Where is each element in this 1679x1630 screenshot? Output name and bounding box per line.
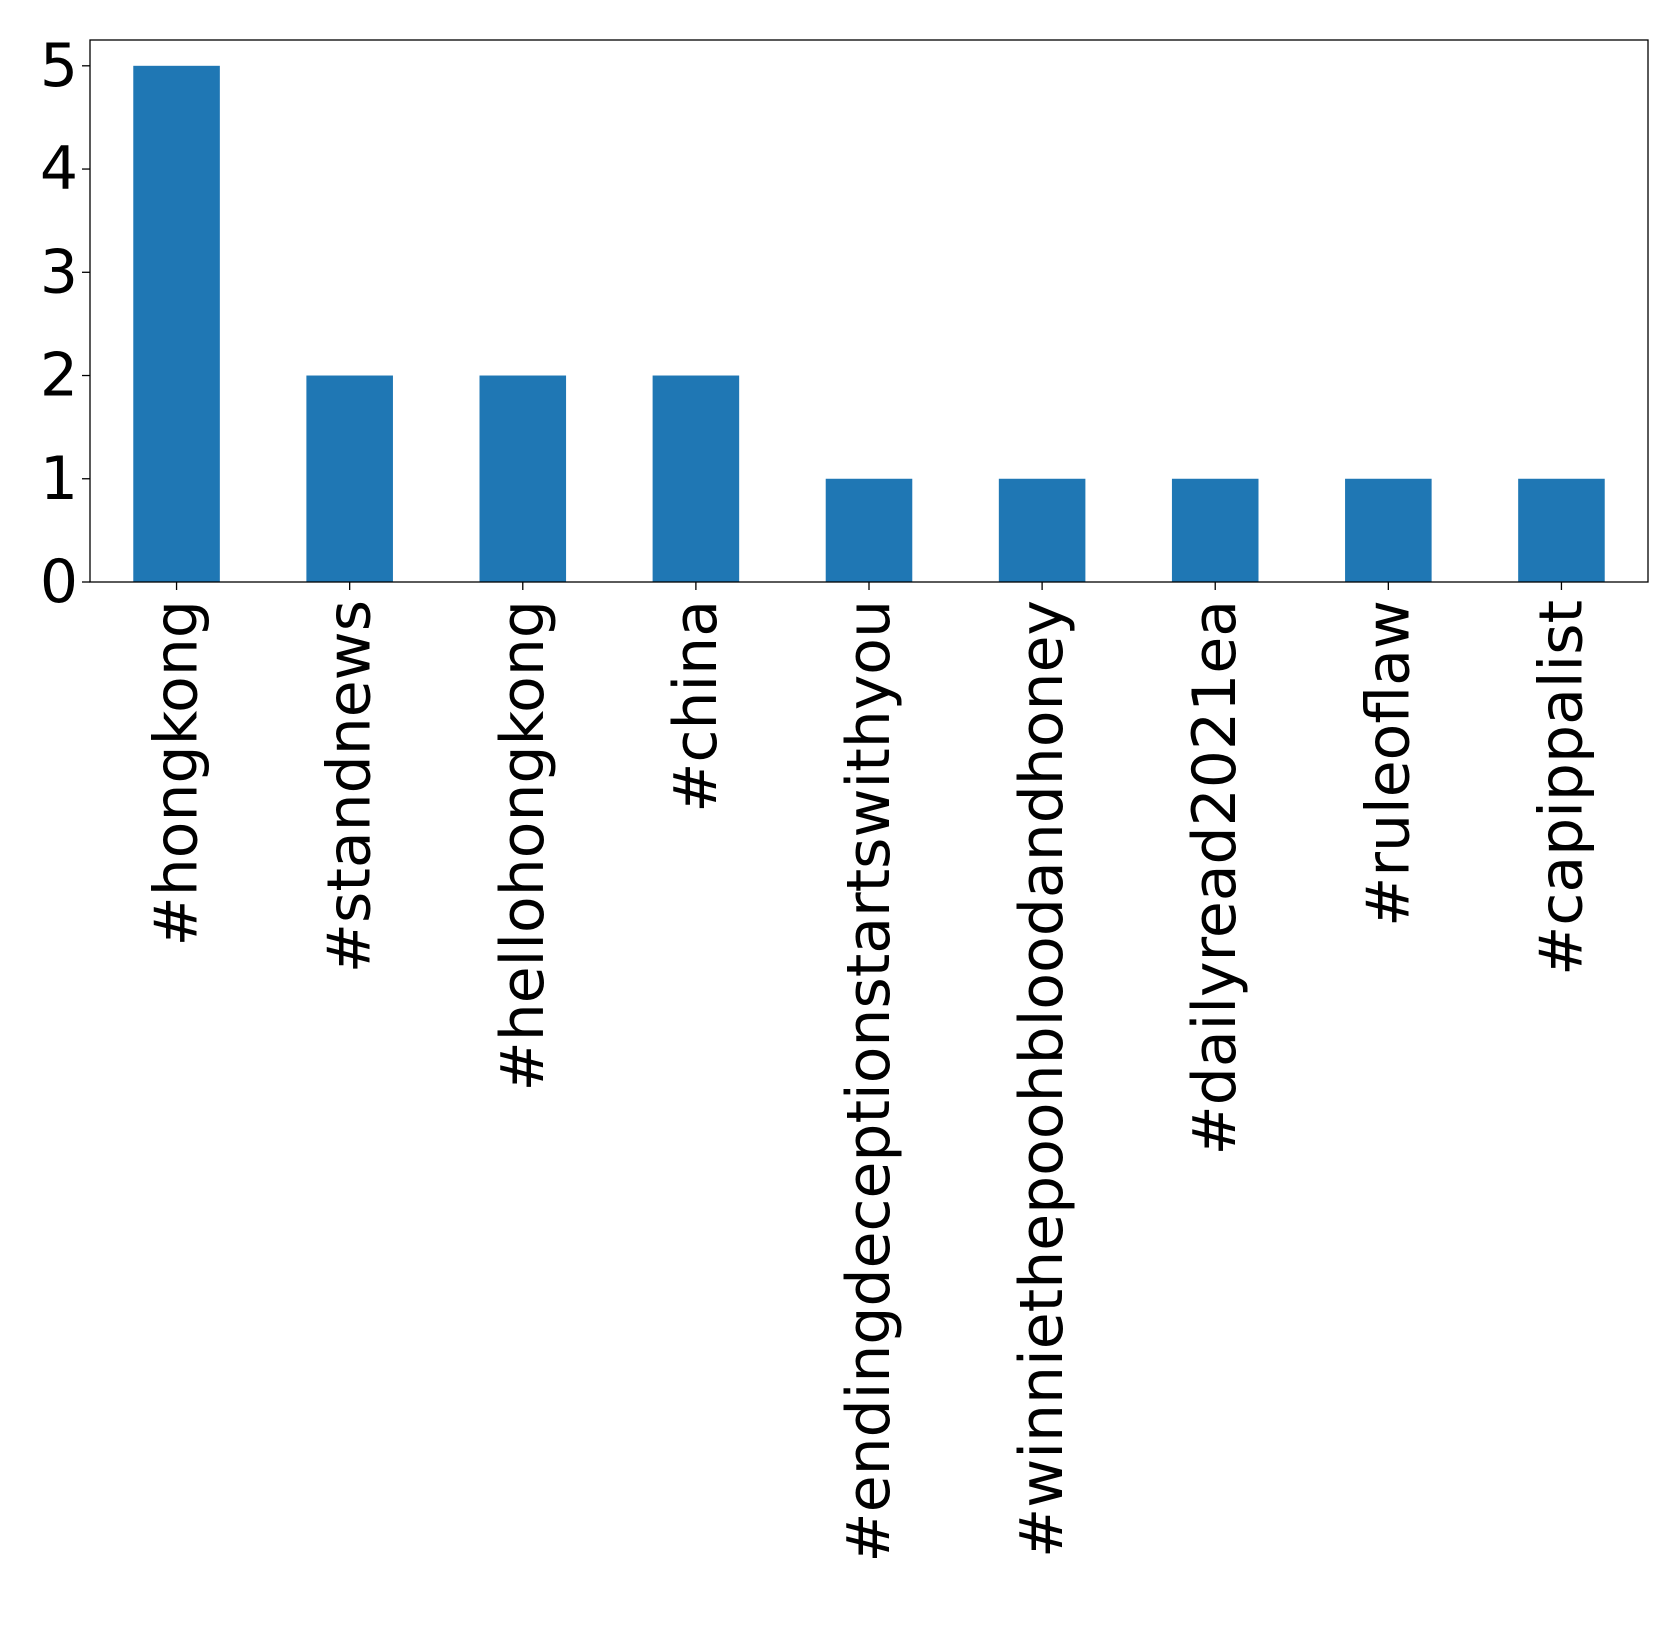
x-tick-label: #hongkong xyxy=(142,600,212,947)
x-tick-label: #dailyread2021ea xyxy=(1180,600,1250,1155)
x-tick-label: #standnews xyxy=(315,600,385,973)
bars-group xyxy=(133,65,1605,582)
y-tick-label: 3 xyxy=(40,237,78,307)
plot-frame xyxy=(89,39,1649,583)
y-axis: 0 1 2 3 4 5 xyxy=(40,31,90,617)
x-tick-label: #china xyxy=(661,600,731,813)
bar xyxy=(998,478,1086,582)
y-tick-label: 1 xyxy=(40,444,78,514)
x-tick-label: #winniethepoohbloodandhoney xyxy=(1007,600,1077,1558)
y-tick-label: 2 xyxy=(40,341,78,411)
y-tick-label: 4 xyxy=(40,134,78,204)
bar xyxy=(306,375,393,582)
x-tick-label: #ruleoflaw xyxy=(1353,600,1423,927)
bar xyxy=(1345,478,1432,582)
bar xyxy=(1171,478,1259,582)
bar xyxy=(825,478,913,582)
bar xyxy=(1518,478,1605,582)
bar xyxy=(479,375,567,582)
y-tick-label: 0 xyxy=(40,547,78,617)
bar xyxy=(652,375,740,582)
bar xyxy=(133,65,220,582)
x-axis: #hongkong #standnews #hellohongkong #china #… xyxy=(142,582,1596,1563)
x-tick-label: #endingdeceptionstartswithyou xyxy=(834,600,904,1563)
x-tick-label: #hellohongkong xyxy=(488,600,558,1092)
y-tick-label: 5 xyxy=(40,31,78,101)
x-tick-label: #capippalist xyxy=(1526,600,1596,976)
